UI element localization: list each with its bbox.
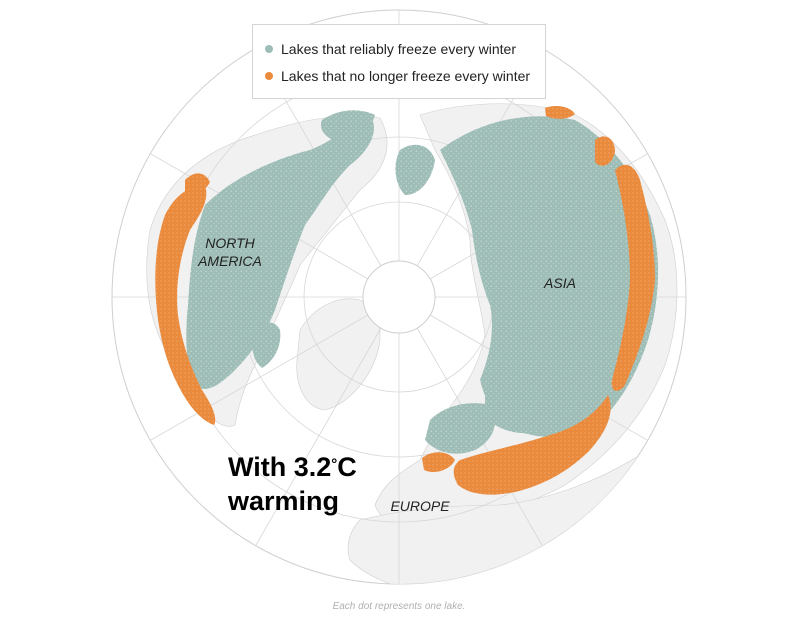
frozen-dot-icon [265,45,273,53]
region-text-europe: EUROPE [390,498,450,514]
frozen-lakes-alaska [320,110,375,142]
footnote: Each dot represents one lake. [332,601,466,612]
legend-item-frozen: Lakes that reliably freeze every winter [265,41,516,57]
unfrozen-lakes-north-america-west [155,185,216,425]
frozen-lakes-asia [440,116,659,437]
unfrozen-lakes-eurasia-south [453,395,611,495]
unfrozen-lakes-alaska-coast [185,173,210,194]
unfrozen-lakes-far-east-coast [545,106,575,119]
region-label-europe: EUROPE [380,497,460,515]
headline: With 3.2°C warming [228,450,357,518]
frozen-lakes-finland-russia [485,383,564,434]
land-greenland [296,298,381,411]
headline-prefix: With 3.2 [228,452,332,482]
unfrozen-lakes-east-asia [611,164,655,392]
frozen-lakes-north-america [186,115,374,390]
headline-line-1: With 3.2°C [228,450,357,484]
headline-line-2: warming [228,486,340,516]
region-text-asia: ASIA [544,275,576,291]
region-label-asia: ASIA [530,274,590,292]
unfrozen-dot-icon [265,72,273,80]
frozen-lakes-scandinavia [425,403,495,454]
headline-degree: ° [331,456,338,473]
frozen-lakes-siberia-north [395,144,435,195]
north-pole-circle [362,260,436,334]
region-text-north-america: NORTH AMERICA [198,235,262,269]
headline-suffix: C [337,452,357,482]
legend-item-unfrozen: Lakes that no longer freeze every winter [265,68,530,84]
map-legend: Lakes that reliably freeze every winter … [252,24,546,99]
legend-label-frozen: Lakes that reliably freeze every winter [281,41,516,57]
region-label-north-america: NORTH AMERICA [188,234,272,270]
frozen-lakes-canada-east [252,322,281,368]
unfrozen-lakes-far-east-north [595,136,615,166]
legend-label-unfrozen: Lakes that no longer freeze every winter [281,68,531,84]
unfrozen-lakes-scandinavia-south [422,452,455,472]
